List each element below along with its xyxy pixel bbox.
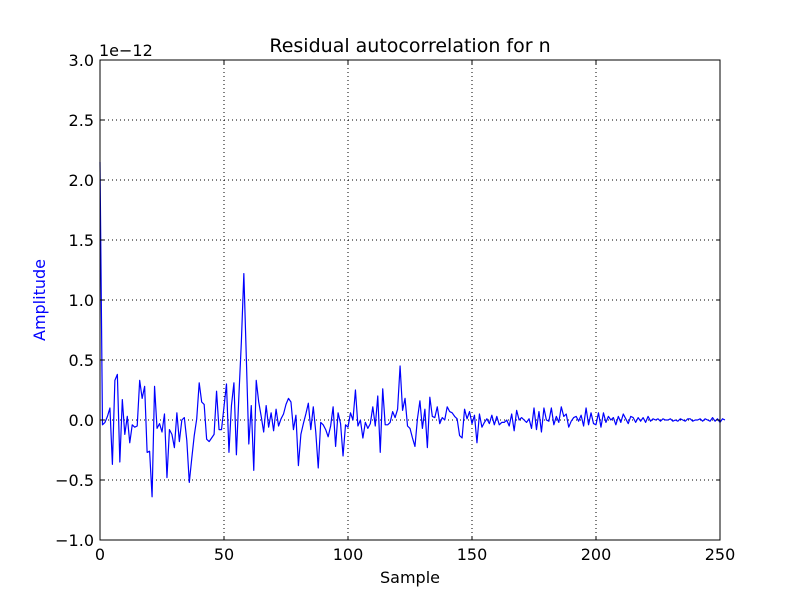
chart-title: Residual autocorrelation for n bbox=[269, 35, 550, 57]
y-tick-label: −1.0 bbox=[55, 531, 94, 550]
x-axis-label: Sample bbox=[380, 568, 440, 587]
y-tick-label: 2.5 bbox=[69, 111, 94, 130]
y-tick-label: 1.0 bbox=[69, 291, 94, 310]
tick-marks bbox=[99, 59, 721, 541]
y-tick-label: 1.5 bbox=[69, 231, 94, 250]
y-tick-labels: −1.0 −0.5 0.0 0.5 1.0 1.5 2.0 2.5 3.0 bbox=[55, 51, 94, 550]
y-tick-label: 0.0 bbox=[69, 411, 94, 430]
x-tick-label: 100 bbox=[333, 545, 364, 564]
series-layer bbox=[99, 161, 726, 498]
y-tick-label: 0.5 bbox=[69, 351, 94, 370]
x-tick-label: 150 bbox=[457, 545, 488, 564]
y-axis-offset-label: 1e−12 bbox=[99, 41, 153, 60]
x-tick-labels: 0 50 100 150 200 250 bbox=[95, 545, 735, 564]
x-tick-label: 0 bbox=[95, 545, 105, 564]
x-tick-label: 250 bbox=[705, 545, 736, 564]
x-tick-label: 200 bbox=[581, 545, 612, 564]
y-tick-label: 3.0 bbox=[69, 51, 94, 70]
series-line bbox=[99, 161, 726, 498]
y-tick-label: 2.0 bbox=[69, 171, 94, 190]
y-axis-label: Amplitude bbox=[30, 259, 49, 341]
y-tick-label: −0.5 bbox=[55, 471, 94, 490]
x-tick-label: 50 bbox=[214, 545, 234, 564]
